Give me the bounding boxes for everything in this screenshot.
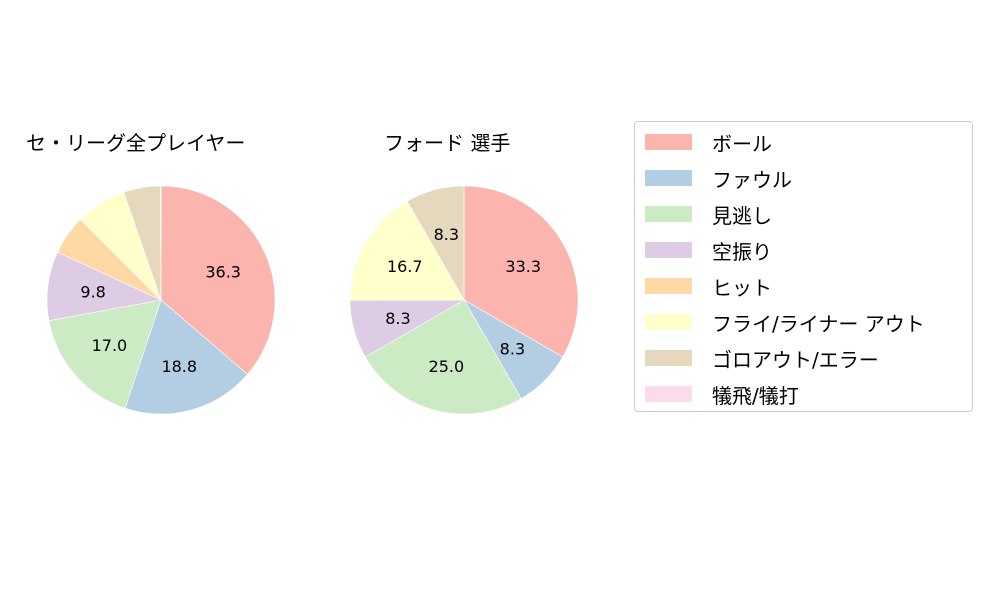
legend-item-grounder-out-error: ゴロアウト/エラー (645, 346, 879, 372)
pie-slice (48, 299, 162, 409)
slice-label: 17.0 (92, 336, 128, 355)
slice-label: 33.3 (505, 257, 541, 276)
legend-item-hit: ヒット (645, 274, 772, 300)
legend-item-foul: ファウル (645, 166, 792, 192)
legend-label: ボール (712, 132, 772, 156)
legend-label: ファウル (712, 168, 792, 192)
legend: ボール ファウル 見逃し 空振り ヒット フライ/ライナー アウト ゴロアウト/… (634, 121, 973, 412)
legend-swatch (645, 242, 692, 258)
legend-swatch (645, 386, 692, 402)
legend-swatch (645, 350, 692, 366)
legend-label: 空振り (712, 240, 772, 264)
legend-swatch (645, 314, 692, 330)
legend-label: ヒット (712, 276, 772, 300)
legend-swatch (645, 134, 692, 150)
slice-label: 8.3 (385, 309, 410, 328)
legend-label: フライ/ライナー アウト (712, 312, 925, 336)
legend-swatch (645, 170, 692, 186)
legend-item-swinging-strike: 空振り (645, 238, 772, 264)
legend-label: ゴロアウト/エラー (712, 348, 879, 372)
pie-slice (160, 185, 276, 375)
legend-label: 犠飛/犠打 (712, 384, 799, 408)
legend-swatch (645, 206, 692, 222)
slice-label: 18.8 (161, 357, 197, 376)
legend-item-fly-liner-out: フライ/ライナー アウト (645, 310, 925, 336)
pie-slice (463, 185, 579, 358)
legend-item-called-strike: 見逃し (645, 202, 772, 228)
slice-label: 9.8 (80, 282, 105, 301)
left-pie: 36.3 18.8 17.0 9.8 (46, 185, 276, 415)
slice-label: 36.3 (205, 262, 241, 281)
right-pie: 33.3 8.3 25.0 8.3 16.7 8.3 (349, 185, 579, 415)
right-chart-title: フォード 選手 (384, 131, 511, 155)
pie-slice (159, 185, 162, 301)
pie-slice (364, 299, 522, 415)
legend-item-sacrifice: 犠飛/犠打 (645, 382, 799, 408)
legend-label: 見逃し (712, 204, 772, 228)
slice-label: 16.7 (387, 257, 423, 276)
pie-slice (406, 185, 465, 302)
slice-label: 8.3 (500, 339, 525, 358)
legend-item-ball: ボール (645, 130, 772, 156)
pie-slice (124, 299, 248, 415)
pie-slice (349, 200, 465, 301)
legend-swatch (645, 278, 692, 294)
left-chart-title: セ・リーグ全プレイヤー (26, 131, 246, 155)
slice-label: 8.3 (434, 225, 459, 244)
slice-label: 25.0 (429, 357, 465, 376)
